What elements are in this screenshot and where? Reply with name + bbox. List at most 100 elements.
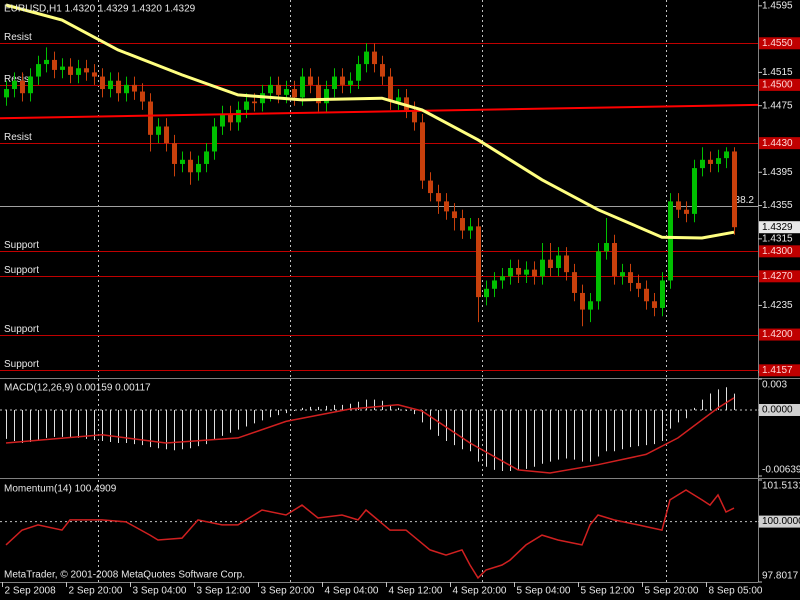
candle-body bbox=[316, 84, 321, 104]
y-tick-label: 1.4595 bbox=[762, 1, 793, 12]
level-tag-label: 1.4157 bbox=[762, 365, 793, 376]
candle-body bbox=[156, 126, 161, 135]
candle-body bbox=[692, 168, 697, 214]
frame bbox=[0, 0, 800, 583]
candle-body bbox=[412, 109, 417, 123]
candle-body bbox=[364, 51, 369, 65]
level-tag bbox=[759, 78, 800, 91]
level-name: Resist bbox=[4, 32, 32, 43]
level-tag-label: 1.4500 bbox=[762, 80, 793, 91]
candle-body bbox=[44, 59, 49, 65]
candle-body bbox=[372, 51, 377, 65]
candle-body bbox=[620, 272, 625, 277]
candle-body bbox=[340, 76, 345, 85]
candle-body bbox=[172, 143, 177, 164]
y-tick-label: 1.4395 bbox=[762, 167, 793, 178]
candle-body bbox=[20, 80, 25, 94]
candle-body bbox=[36, 64, 41, 77]
candle-body bbox=[516, 267, 521, 275]
panel-title: EURUSD,H1 1.4320 1.4329 1.4320 1.4329 bbox=[4, 4, 196, 15]
level-name: Support bbox=[4, 240, 39, 251]
candle-body bbox=[668, 201, 673, 281]
candle-body bbox=[116, 80, 121, 94]
candle-body bbox=[284, 89, 289, 95]
candle-body bbox=[164, 126, 169, 144]
candle-body bbox=[604, 243, 609, 252]
candle-body bbox=[68, 66, 73, 75]
candle-body bbox=[132, 84, 137, 92]
price-tag-label: 1.4329 bbox=[762, 222, 793, 233]
candle-body bbox=[700, 159, 705, 169]
y-tick-label: 100.0000 bbox=[762, 516, 800, 527]
price-tag bbox=[759, 221, 800, 234]
candle-body bbox=[380, 64, 385, 77]
candle-body bbox=[108, 80, 113, 90]
candle-body bbox=[564, 255, 569, 273]
candle-body bbox=[28, 76, 33, 94]
level-tag-label: 1.4300 bbox=[762, 246, 793, 257]
candle-body bbox=[420, 122, 425, 181]
candle-body bbox=[140, 91, 145, 102]
candle-body bbox=[356, 64, 361, 81]
level-tag bbox=[759, 328, 800, 341]
candle-body bbox=[508, 267, 513, 277]
x-tick-label: 5 Sep 12:00 bbox=[581, 586, 635, 597]
level-name: Support bbox=[4, 324, 39, 335]
y-tick-label: 1.4355 bbox=[762, 200, 793, 211]
candle-body bbox=[12, 80, 17, 90]
level-tag bbox=[759, 137, 800, 150]
candle-body bbox=[228, 114, 233, 123]
candle-body bbox=[732, 151, 737, 228]
level-name: Support bbox=[4, 359, 39, 370]
candle-body bbox=[540, 259, 545, 277]
candle-body bbox=[100, 76, 105, 90]
line bbox=[5, 489, 735, 580]
level-tag bbox=[759, 364, 800, 377]
candle-body bbox=[428, 180, 433, 194]
candle-body bbox=[436, 193, 441, 202]
candle-body bbox=[188, 159, 193, 173]
level-name: Support bbox=[4, 265, 39, 276]
candle-body bbox=[324, 89, 329, 104]
candle-body bbox=[396, 97, 401, 102]
x-tick-label: 4 Sep 12:00 bbox=[389, 586, 443, 597]
candle-body bbox=[580, 292, 585, 310]
y-tick-label: 0.0000 bbox=[762, 405, 793, 416]
candle-body bbox=[180, 159, 185, 164]
candle-body bbox=[708, 159, 713, 164]
candle-body bbox=[196, 163, 201, 173]
x-tick-label: 5 Sep 20:00 bbox=[645, 586, 699, 597]
candle-body bbox=[460, 218, 465, 231]
candle-body bbox=[348, 80, 353, 85]
x-tick-label: 4 Sep 04:00 bbox=[325, 586, 379, 597]
candle-body bbox=[52, 59, 57, 70]
y-tick-label: 1.4235 bbox=[762, 300, 793, 311]
panel-title: MACD(12,26,9) 0.00159 0.00117 bbox=[4, 383, 151, 394]
candle-body bbox=[724, 151, 729, 159]
candle-body bbox=[636, 282, 641, 289]
level-name: Resist bbox=[4, 132, 32, 143]
line bbox=[0, 103, 759, 120]
y-tick-label: -0.00639 bbox=[762, 465, 800, 476]
candle-body bbox=[244, 101, 249, 110]
candle-body bbox=[388, 76, 393, 102]
candle-body bbox=[452, 211, 457, 219]
level-tag-label: 1.4550 bbox=[762, 38, 793, 49]
candle-body bbox=[124, 84, 129, 94]
candle-body bbox=[268, 84, 273, 94]
x-tick-label: 3 Sep 12:00 bbox=[197, 586, 251, 597]
candle-body bbox=[660, 280, 665, 308]
level-tag-label: 1.4430 bbox=[762, 138, 793, 149]
candle-body bbox=[684, 209, 689, 214]
candle-body bbox=[308, 76, 313, 85]
candle-body bbox=[220, 114, 225, 127]
x-tick-label: 2 Sep 20:00 bbox=[69, 586, 123, 597]
candle-body bbox=[204, 151, 209, 164]
candle-body bbox=[444, 201, 449, 212]
y-tick-label: 101.5131 bbox=[762, 481, 800, 492]
y-tick-label: 1.4515 bbox=[762, 67, 793, 78]
line bbox=[5, 397, 735, 474]
level-tag bbox=[759, 270, 800, 283]
